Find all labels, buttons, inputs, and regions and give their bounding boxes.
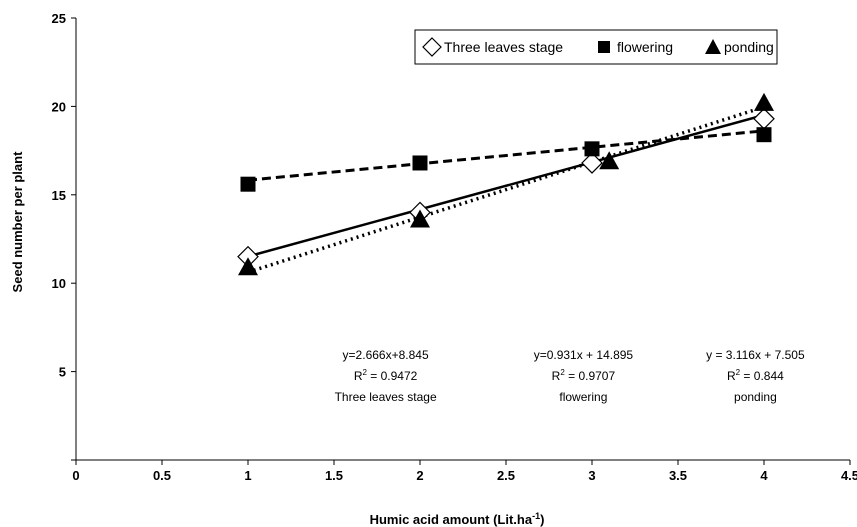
y-tick-label: 10 <box>52 276 66 291</box>
x-tick-label: 0 <box>72 468 79 483</box>
axes: 0 0.5 1 1.5 2 2.5 3 3.5 4 4.5 5 10 15 20 25 <box>52 11 857 483</box>
y-tick-label: 25 <box>52 11 66 26</box>
trendline-flowering <box>247 129 765 182</box>
annotation-label-flowering: flowering <box>559 390 607 404</box>
annotation-label-ponding: ponding <box>734 390 777 404</box>
point-flowering <box>240 176 256 192</box>
x-axis-title: Humic acid amount (Lit.ha-1) <box>370 511 545 527</box>
r-squared-flowering: R2 = 0.9707 <box>552 368 616 383</box>
x-tick-label: 2 <box>416 468 423 483</box>
legend-label-ponding: ponding <box>724 39 774 55</box>
point-flowering <box>584 141 600 157</box>
legend-marker-three-leaves-stage <box>422 37 442 57</box>
y-tick-label: 15 <box>52 188 66 203</box>
point-flowering <box>756 127 772 143</box>
r-squared-ponding: R2 = 0.844 <box>727 368 784 383</box>
trendline-ponding <box>247 105 765 274</box>
point-ponding <box>410 209 430 228</box>
y-tick-label: 5 <box>59 365 66 380</box>
point-ponding <box>599 151 620 170</box>
x-tick-label: 3 <box>588 468 595 483</box>
x-tick-label: 2.5 <box>497 468 515 483</box>
point-ponding <box>754 92 774 111</box>
legend-marker-flowering <box>598 41 610 53</box>
x-tick-label: 0.5 <box>153 468 171 483</box>
trendline-three-leaves-stage <box>247 113 765 258</box>
equation-three-leaves-stage: y=2.666x+8.845 <box>343 348 429 362</box>
x-tick-label: 4.5 <box>841 468 857 483</box>
r-squared-three-leaves-stage: R2 = 0.9472 <box>354 368 418 383</box>
point-flowering <box>412 155 428 171</box>
data-markers <box>237 92 775 276</box>
point-three-leaves-stage <box>753 107 775 130</box>
legend: Three leaves stage flowering ponding <box>414 29 778 65</box>
annotation-label-three-leaves-stage: Three leaves stage <box>335 390 437 404</box>
y-tick-label: 20 <box>52 99 66 114</box>
point-three-leaves-stage <box>581 152 603 174</box>
x-tick-label: 3.5 <box>669 468 687 483</box>
x-tick-label: 4 <box>760 468 768 483</box>
annotations: y=2.666x+8.845 R2 = 0.9472 Three leaves st… <box>335 348 805 404</box>
x-tick-label: 1.5 <box>325 468 343 483</box>
trendlines <box>247 105 765 274</box>
equation-ponding: y = 3.116x + 7.505 <box>706 348 805 362</box>
legend-label-three-leaves-stage: Three leaves stage <box>444 39 563 55</box>
legend-marker-ponding <box>705 39 721 54</box>
point-ponding <box>238 257 258 276</box>
y-axis-title: Seed number per plant <box>10 151 25 293</box>
legend-label-flowering: flowering <box>617 39 673 55</box>
x-tick-label: 1 <box>244 468 251 483</box>
equation-flowering: y=0.931x + 14.895 <box>534 348 634 362</box>
